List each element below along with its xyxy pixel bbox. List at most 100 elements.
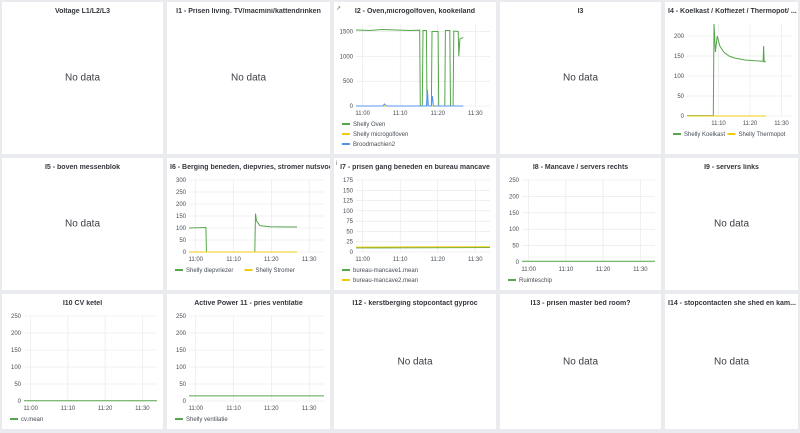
- x-tick-label: 11:00: [355, 111, 370, 117]
- x-tick-label: 11:00: [188, 406, 203, 412]
- x-tick-label: 11:20: [98, 406, 113, 412]
- legend-label: Broodmachien2: [353, 142, 396, 148]
- panel-i6[interactable]: I6 - Berging beneden, diepvries, stromer…: [167, 158, 330, 290]
- panel-title: Active Power 11 - pries ventilatie: [194, 300, 303, 307]
- y-tick-label: 0: [183, 250, 187, 256]
- chart-i7: 0 25 50 75 100 125 150 175 11:00 11:10 11:20 11:30 b…: [342, 178, 491, 284]
- x-tick-label: 11:00: [23, 406, 38, 412]
- panel-title: I13 - prisen master bed room?: [530, 300, 631, 307]
- y-tick-label: 250: [11, 314, 22, 320]
- panel-i4[interactable]: I4 - Koelkast / Koffiezet / Thermopot/ .…: [665, 2, 798, 154]
- y-tick-label: 1000: [340, 54, 354, 60]
- y-tick-label: 50: [677, 94, 684, 100]
- no-data-label: No data: [713, 356, 750, 367]
- y-tick-label: 50: [179, 238, 186, 244]
- y-tick-label: 150: [509, 211, 520, 217]
- y-tick-label: 200: [674, 34, 685, 40]
- y-tick-label: 100: [176, 226, 187, 232]
- panel-title: I1 - Prisen living. TV/macmini/kattendri…: [176, 8, 321, 15]
- y-tick-label: 200: [176, 331, 187, 337]
- no-data-label: No data: [562, 72, 599, 84]
- panel-title: I10 CV ketel: [62, 300, 103, 307]
- panel-title: I14 - stopcontacten she shed en kam...: [668, 300, 796, 307]
- panel-title: I8 - Mancave / servers rechts: [532, 164, 629, 171]
- external-link-icon[interactable]: ↗: [336, 6, 342, 12]
- y-tick-label: 75: [346, 219, 353, 225]
- y-tick-label: 100: [176, 365, 187, 371]
- chart-active-power-11: 0 50 100 150 200 250 11:00 11:10 11:20 11:30 Shell…: [175, 314, 324, 423]
- legend-label: Shelly Stromer: [256, 268, 295, 274]
- x-tick-label: 11:10: [61, 406, 76, 412]
- panel-i1[interactable]: I1 - Prisen living. TV/macmini/kattendri…: [167, 2, 330, 154]
- y-tick-label: 0: [18, 399, 22, 405]
- y-tick-label: 1500: [340, 29, 354, 35]
- no-data-label: No data: [713, 218, 750, 230]
- y-tick-label: 50: [512, 244, 519, 250]
- y-tick-label: 0: [350, 250, 354, 256]
- panel-title: I12 - kerstberging stopcontact gyproc: [352, 300, 478, 307]
- panel-i8[interactable]: I8 - Mancave / servers rechts 0 50 100 150 2…: [500, 158, 661, 290]
- y-tick-label: 0: [681, 114, 685, 120]
- legend-label: Shelly Oven: [353, 122, 385, 128]
- panel-title: I7 - prisen gang beneden en bureau manca…: [340, 164, 490, 171]
- x-tick-label: 11:20: [264, 257, 279, 263]
- y-tick-label: 0: [516, 260, 520, 266]
- chart-i2: 0 500 1000 1500 11:00 11:10 11:20 11:30 Shelly O…: [340, 24, 490, 148]
- y-tick-label: 0: [183, 399, 187, 405]
- x-tick-label: 11:00: [188, 257, 203, 263]
- x-tick-label: 11:30: [468, 257, 483, 263]
- panel-active-power-11[interactable]: Active Power 11 - pries ventilatie 0 50 10…: [167, 294, 330, 429]
- y-tick-label: 100: [343, 209, 354, 215]
- series-line: [355, 28, 464, 107]
- x-tick-label: 11:20: [264, 406, 279, 412]
- no-data-label: No data: [230, 72, 267, 84]
- series-line: [188, 213, 297, 253]
- no-data-label: No data: [64, 218, 101, 230]
- y-tick-label: 200: [176, 202, 187, 208]
- legend-label: bureau-mancave1.mean: [353, 268, 418, 274]
- y-tick-label: 50: [179, 382, 186, 388]
- y-tick-label: 100: [509, 227, 520, 233]
- panel-i13[interactable]: I13 - prisen master bed room? No data: [500, 294, 661, 429]
- x-tick-label: 11:20: [430, 257, 445, 263]
- x-tick-label: 11:10: [393, 111, 408, 117]
- panel-i3[interactable]: I3 No data: [500, 2, 661, 154]
- series-line: [687, 23, 767, 117]
- chart-i8: 0 50 100 150 200 250 11:00 11:10 11:20 11:30 Ruimt…: [508, 178, 655, 284]
- panel-i12[interactable]: I12 - kerstberging stopcontact gyproc No…: [334, 294, 496, 429]
- y-tick-label: 25: [346, 240, 353, 246]
- panel-i7[interactable]: i I7 - prisen gang beneden en bureau man…: [334, 158, 496, 290]
- y-tick-label: 50: [14, 382, 21, 388]
- x-tick-label: 11:10: [711, 121, 726, 127]
- x-tick-label: 11:30: [774, 121, 789, 127]
- no-data-label: No data: [64, 72, 101, 84]
- panel-title: I4 - Koelkast / Koffiezet / Thermopot/ .…: [668, 8, 797, 15]
- panel-voltage[interactable]: Voltage L1/L2/L3 No data: [2, 2, 163, 154]
- chart-i4: 0 50 100 150 200 11:10 11:20 11:30 Shelly Koelka…: [673, 23, 792, 138]
- chart-i10: 0 50 100 150 200 250 11:00 11:10 11:20 11:30 cv.me…: [10, 314, 157, 423]
- panel-i9[interactable]: I9 - servers links No data: [665, 158, 798, 290]
- y-tick-label: 100: [674, 74, 685, 80]
- info-icon[interactable]: i: [336, 161, 338, 167]
- y-tick-label: 150: [176, 348, 187, 354]
- x-tick-label: 11:20: [596, 267, 611, 273]
- x-tick-label: 11:20: [743, 121, 758, 127]
- legend-label: Shelly microgolfoven: [353, 132, 408, 138]
- panel-i14[interactable]: I14 - stopcontacten she shed en kam... N…: [665, 294, 798, 429]
- y-tick-label: 150: [674, 54, 685, 60]
- y-tick-label: 500: [343, 79, 354, 85]
- y-tick-label: 150: [176, 214, 187, 220]
- x-tick-label: 11:10: [559, 267, 574, 273]
- x-tick-label: 11:00: [521, 267, 536, 273]
- y-tick-label: 200: [11, 331, 22, 337]
- panel-i10[interactable]: I10 CV ketel 0 50 100 150 200 250 11:00 11:10 11…: [2, 294, 163, 429]
- x-tick-label: 11:30: [302, 257, 317, 263]
- panel-title: I2 - Oven,micro­golfoven, kookeiland: [354, 8, 476, 15]
- x-tick-label: 11:30: [633, 267, 648, 273]
- panel-title: I6 - Berging beneden, diepvries, stromer…: [170, 164, 330, 171]
- y-tick-label: 150: [343, 188, 354, 194]
- panel-i2[interactable]: ↗ I2 - Oven,micro­golfoven, kookeiland 0…: [334, 2, 496, 154]
- x-tick-label: 11:10: [226, 257, 241, 263]
- panel-i5[interactable]: I5 - boven messenblok No data: [2, 158, 163, 290]
- legend-label: bureau-mancave2.mean: [353, 278, 418, 284]
